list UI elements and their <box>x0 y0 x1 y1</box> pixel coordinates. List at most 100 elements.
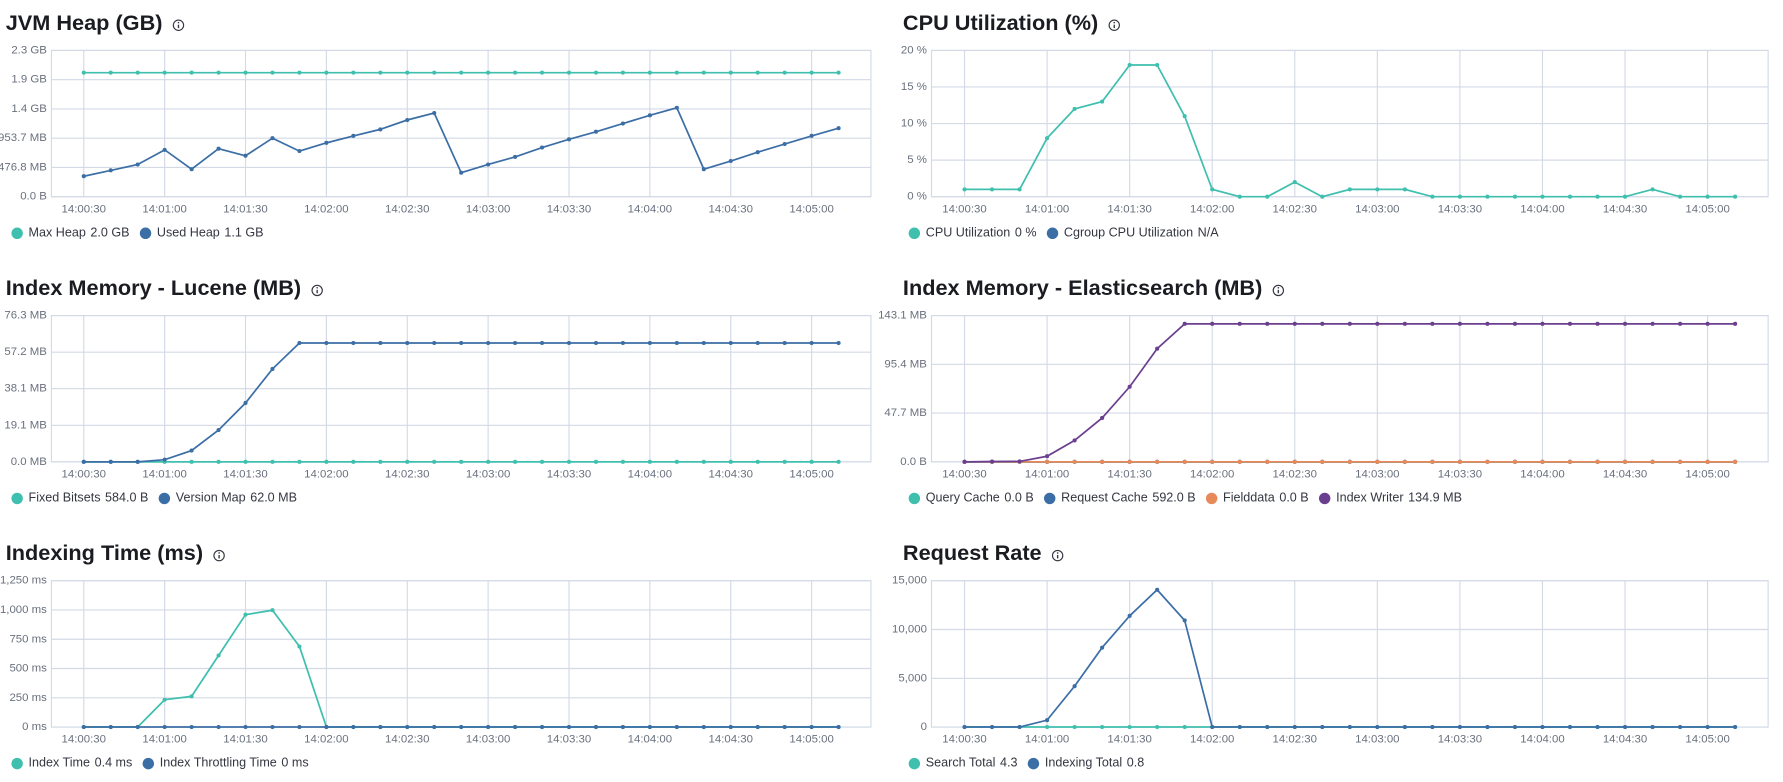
data-point <box>297 459 302 464</box>
data-point <box>962 187 967 192</box>
x-tick-label: 14:04:00 <box>1520 734 1564 746</box>
data-point <box>1540 724 1545 730</box>
data-point <box>1402 187 1407 192</box>
data-point <box>782 340 787 346</box>
legend-name: CPU Utilization <box>926 226 1010 240</box>
data-point <box>1127 613 1132 618</box>
data-point <box>1457 194 1462 199</box>
data-point <box>243 153 248 158</box>
data-point <box>162 697 167 702</box>
data-point <box>1347 459 1352 464</box>
data-point <box>836 340 841 346</box>
data-point <box>1045 454 1050 459</box>
data-point <box>809 340 814 346</box>
data-point <box>620 121 625 126</box>
legend-swatch <box>11 227 23 239</box>
data-point <box>1182 321 1187 326</box>
data-point <box>1650 321 1655 326</box>
data-point <box>297 644 302 649</box>
y-tick-label: 953.7 MB <box>0 132 47 144</box>
legend-value: 0.0 B <box>1004 491 1033 505</box>
data-point <box>432 110 437 116</box>
x-tick-label: 14:03:30 <box>1438 734 1482 746</box>
data-point <box>81 174 86 179</box>
data-point <box>809 133 814 138</box>
data-point <box>243 70 248 75</box>
data-point <box>351 70 356 75</box>
legend-value: 4.3 <box>1000 756 1017 770</box>
y-tick-label: 250 ms <box>9 692 47 704</box>
series-line <box>83 342 839 463</box>
legend-name: Search Total <box>926 756 996 770</box>
data-point <box>1622 459 1628 464</box>
data-point <box>1650 724 1655 730</box>
data-point <box>108 168 113 173</box>
data-point <box>1182 459 1187 464</box>
data-point <box>620 459 625 464</box>
data-point <box>1595 724 1600 730</box>
x-tick-label: 14:03:30 <box>1438 203 1482 215</box>
plot-frame <box>930 314 1769 463</box>
info-icon <box>172 19 185 31</box>
legend-name: Fielddata <box>1223 491 1275 505</box>
data-point <box>647 724 652 730</box>
data-point <box>1265 194 1270 199</box>
data-point <box>1320 194 1325 199</box>
data-point <box>108 459 113 464</box>
y-tick-label: 1.4 GB <box>11 103 47 115</box>
data-point <box>513 724 518 730</box>
data-point <box>1375 187 1380 192</box>
x-tick-label: 14:00:30 <box>942 468 986 480</box>
legend-name: Cgroup CPU Utilization <box>1064 226 1193 240</box>
y-tick-label: 0.0 B <box>900 456 927 468</box>
legend-label: Cgroup CPU Utilization N/A <box>1064 226 1219 240</box>
data-point <box>378 459 383 464</box>
plot-frame <box>930 580 1769 728</box>
data-point <box>539 459 545 464</box>
legend-label: Search Total 4.3 <box>926 756 1018 770</box>
data-point <box>189 694 194 699</box>
data-point <box>1347 187 1352 192</box>
data-point <box>297 724 302 730</box>
data-point <box>1540 459 1545 464</box>
y-tick-label: 38.1 MB <box>4 383 46 395</box>
data-point <box>1678 321 1683 326</box>
data-point <box>459 70 464 75</box>
legend-label: Query Cache 0.0 B <box>926 491 1034 505</box>
legend-label: Index Throttling Time 0 ms <box>160 756 309 770</box>
x-tick-label: 14:02:30 <box>1273 203 1317 215</box>
data-point <box>539 724 545 730</box>
legend-label: Fixed Bitsets 584.0 B <box>29 491 149 505</box>
data-point <box>1733 194 1738 199</box>
data-point <box>270 136 275 141</box>
data-point <box>1017 724 1022 730</box>
info-icon <box>213 549 225 562</box>
legend-label: Request Cache 592.0 B <box>1061 491 1195 505</box>
x-tick-label: 14:03:00 <box>1355 203 1399 215</box>
data-point <box>809 70 814 75</box>
data-point <box>566 137 572 142</box>
data-point <box>1430 459 1435 464</box>
y-tick-label: 10 % <box>901 118 927 130</box>
data-point <box>405 70 410 75</box>
y-tick-label: 57.2 MB <box>4 346 46 358</box>
legend-value: 62.0 MB <box>250 491 297 505</box>
data-point <box>1265 459 1270 464</box>
data-point <box>728 340 733 346</box>
x-tick-label: 14:04:30 <box>709 468 753 480</box>
data-point <box>513 459 518 464</box>
data-point <box>513 70 518 75</box>
x-tick-label: 14:01:00 <box>1025 203 1069 215</box>
legend-swatch <box>1318 492 1331 505</box>
x-tick-label: 14:03:00 <box>466 203 510 215</box>
data-point <box>1100 415 1105 421</box>
data-point <box>1072 106 1077 111</box>
info-icon-dot <box>1113 21 1116 24</box>
x-tick-label: 14:01:30 <box>1107 203 1151 215</box>
data-point <box>297 70 302 75</box>
data-point <box>216 70 221 75</box>
x-tick-label: 14:04:00 <box>1520 203 1564 215</box>
data-point <box>593 724 599 730</box>
legend-swatch <box>1205 492 1218 505</box>
legend-name: Used Heap <box>157 226 220 240</box>
